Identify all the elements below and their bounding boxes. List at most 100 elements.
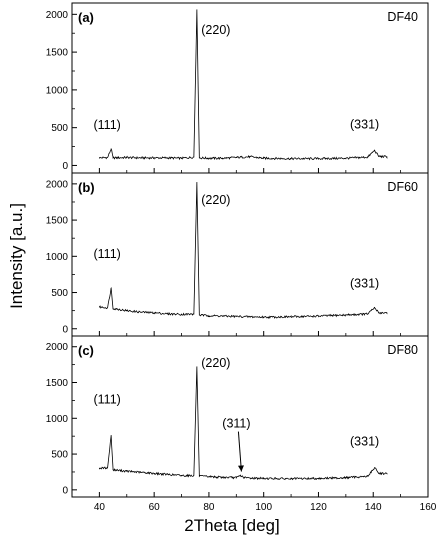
xrd-series-line-df60 [98,182,388,319]
data-point-b [249,316,251,318]
data-point-b [378,312,380,314]
x-tick-label: 60 [149,502,161,513]
data-point-a [98,157,100,159]
data-point-a [112,157,114,159]
data-point-a [222,157,224,159]
data-point-b [198,314,200,316]
panel-a: 0 500 1000 1500 2000 (a) DF40 (111) (220) (331) [46,2,429,174]
peak-label-220-c: (220) [201,356,230,370]
data-point-b [167,313,169,315]
data-point-c [196,366,198,368]
peak-label-220-b: (220) [201,193,230,207]
peak-label-331-a: (331) [350,117,379,131]
panel-label-b: (b) [78,180,95,195]
data-point-b [263,316,265,318]
data-point-b [222,315,224,317]
data-point-b [235,316,237,317]
data-point-c [249,477,251,479]
xrd-series-line-df80 [98,366,388,481]
data-point-b [367,313,369,315]
data-point-a [126,157,128,158]
data-point-a [153,157,155,159]
data-point-b [153,312,155,314]
data-point-c [112,469,114,471]
data-point-a [107,157,108,158]
x-tick-label: 40 [94,502,106,513]
data-point-c [193,475,195,476]
data-point-b [290,316,292,318]
data-point-a [318,158,319,160]
data-point-c [263,477,265,479]
data-point-b [98,306,100,308]
peak-label-111-b: (111) [93,247,120,261]
data-point-c [318,477,319,479]
data-point-c [198,475,200,477]
peak-label-331-b: (331) [350,277,379,291]
data-point-c [107,467,108,469]
x-tick-label: 80 [203,502,215,513]
data-point-c [167,474,169,475]
y-tick-label-b: 1500 [46,216,69,227]
data-point-c [290,478,292,480]
data-point-c [140,471,141,473]
panel-b: 0 500 1000 1500 2000 (b) DF60 (111) (220) (331) [46,172,429,337]
data-point-a [198,157,200,159]
peak-label-111-c: (111) [93,392,120,406]
xrd-series-line-df40 [98,9,388,161]
data-point-a [249,156,251,158]
peak-label-311-c: (311) [222,417,250,431]
peak-arrow-line [237,431,242,472]
data-point-c [126,470,128,472]
peak-arrow-head [237,465,244,472]
data-point-a [263,157,265,159]
y-tick-label-b: 1000 [46,252,69,263]
peak-label-331-c: (331) [350,435,379,449]
x-axis-title: 2Theta [deg] [184,516,279,535]
data-point-a [367,156,369,158]
data-point-a [345,157,347,159]
y-axis-title: Intensity [a.u.] [7,203,26,309]
data-point-c [345,477,347,479]
data-point-c [235,477,237,479]
data-point-c [208,476,210,478]
data-point-b [140,311,141,313]
y-tick-label-a: 0 [62,161,68,172]
panel-c: 0 500 1000 1500 2000 40 60 80 100 120 140 160 (c) DF8… [46,335,436,513]
data-point-c [386,472,388,474]
data-point-a [235,157,237,158]
data-point-c [378,472,380,474]
x-tick-label: 120 [310,502,327,513]
peak-label-111-a: (111) [93,118,120,132]
x-tick-label: 160 [420,502,436,513]
data-point-b [126,310,128,312]
panel-frame-a [71,2,429,174]
data-point-a [208,157,210,159]
data-point-a [110,148,112,150]
sample-label-c: DF80 [387,343,418,357]
y-tick-label-c: 1500 [46,378,69,389]
data-point-a [167,157,169,159]
data-point-b [193,313,195,315]
y-tick-label-b: 2000 [46,179,69,190]
data-point-c [244,477,245,479]
y-tick-label-c: 500 [51,450,68,461]
data-point-b [318,315,319,317]
x-tick-label: 100 [255,502,272,513]
data-point-a [378,155,380,157]
data-point-c [374,467,375,469]
data-point-c [153,472,155,474]
data-point-c [222,476,224,478]
data-point-b [110,287,112,289]
data-point-b [374,307,375,309]
data-point-c [367,475,369,477]
data-point-a [181,157,182,159]
y-tick-label-a: 1000 [46,85,69,96]
y-tick-label-a: 2000 [46,10,69,21]
y-tick-label-c: 0 [62,485,68,496]
data-point-b [386,312,388,314]
data-point-a [290,158,292,160]
y-tick-label-a: 500 [51,123,68,134]
panel-frame-c [71,335,429,498]
data-point-b [112,308,114,309]
